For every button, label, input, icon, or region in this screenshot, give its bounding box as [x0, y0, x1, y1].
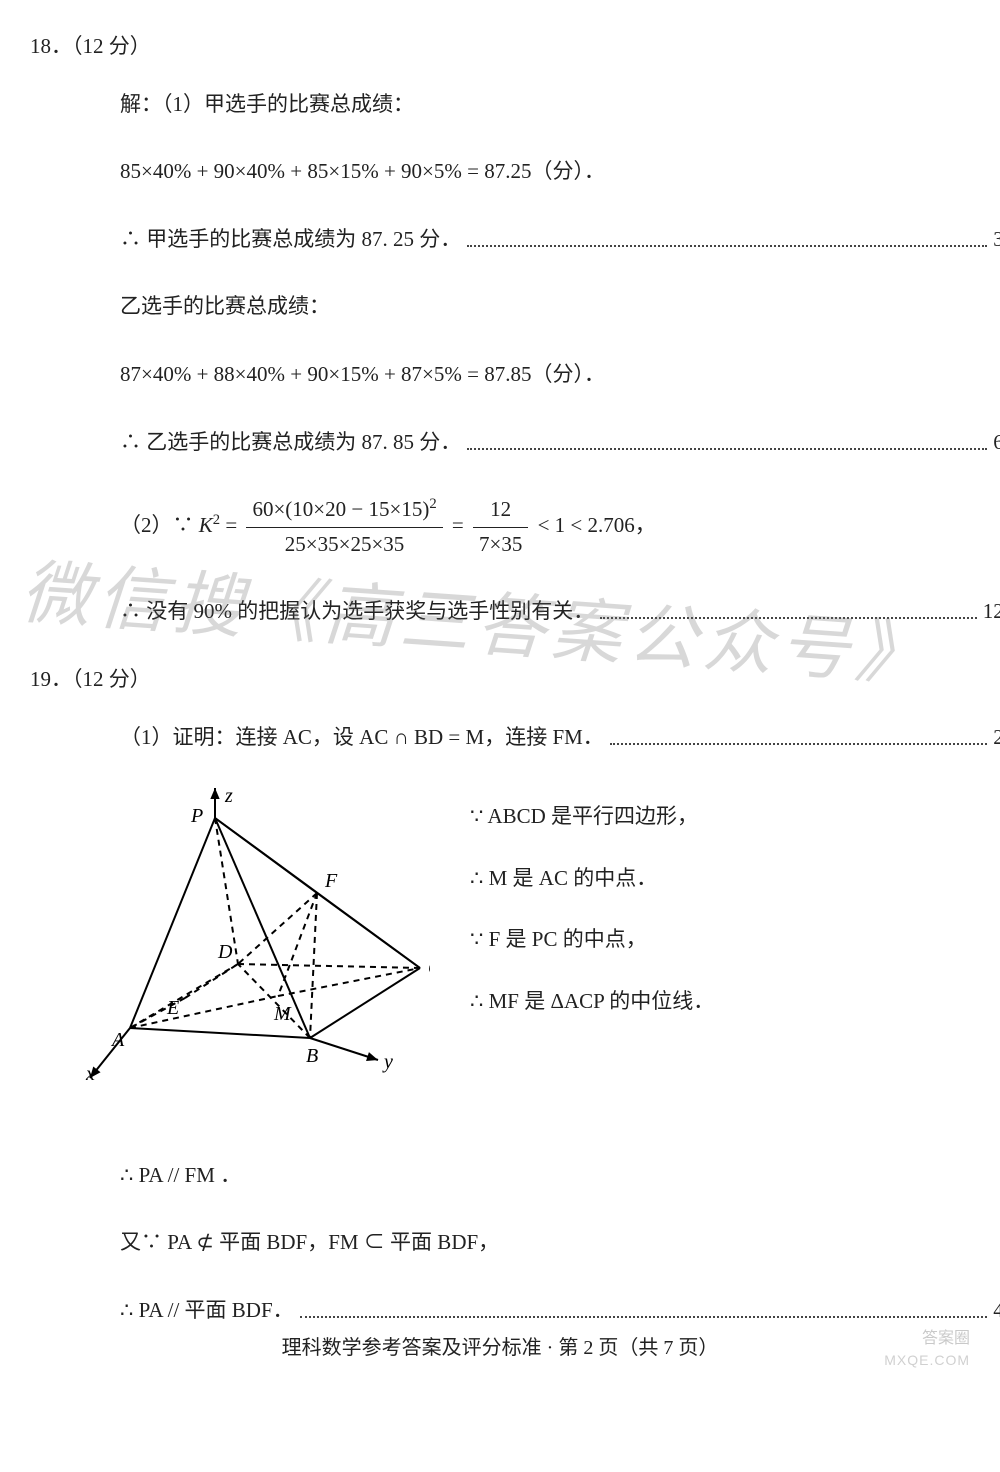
- q18-l3: ∴ 甲选手的比赛总成绩为 87. 25 分． 3 分: [120, 223, 1000, 257]
- q18-l4: 乙选手的比赛总成绩：: [120, 290, 940, 324]
- q19-header: 19．（12 分）: [30, 663, 940, 697]
- svg-text:M: M: [273, 1003, 292, 1025]
- q19-right-column: ∵ ABCD 是平行四边形， ∴ M 是 AC 的中点． ∵ F 是 PC 的中…: [470, 788, 940, 1046]
- q18-l6-text: ∴ 乙选手的比赛总成绩为 87. 85 分．: [120, 426, 461, 460]
- q18-header: 18．（12 分）: [30, 30, 940, 64]
- q19-l1: （1）证明：连接 AC，设 AC ∩ BD = M，连接 FM． 2 分: [120, 721, 1000, 755]
- q19-r4: ∴ MF 是 ΔACP 的中位线．: [470, 985, 940, 1019]
- leader-dots: [467, 232, 987, 247]
- q18-tail: < 1 < 2.706，: [538, 513, 656, 537]
- svg-text:F: F: [324, 870, 338, 892]
- leader-dots: [300, 1303, 988, 1318]
- q18-frac2-den: 7×35: [473, 528, 528, 562]
- q19-r2: ∴ M 是 AC 的中点．: [470, 862, 940, 896]
- q18-l3-text: ∴ 甲选手的比赛总成绩为 87. 25 分．: [120, 223, 461, 257]
- q18-l6-points: 6 分: [993, 426, 1000, 460]
- q19-figure: P A B C D E F Mz x y: [70, 788, 430, 1099]
- svg-text:A: A: [110, 1029, 125, 1051]
- q19-l4: ∴ PA // 平面 BDF． 4 分: [120, 1294, 1000, 1328]
- leader-dots: [467, 435, 987, 450]
- q18-frac2: 12 7×35: [473, 493, 528, 561]
- q18-frac2-num: 12: [473, 493, 528, 528]
- svg-text:P: P: [190, 805, 203, 827]
- q18-frac1-num-txt: 60×(10×20 − 15×15): [252, 497, 429, 521]
- q19-r3: ∵ F 是 PC 的中点，: [470, 923, 940, 957]
- q18-l7-pre: （2）∵: [120, 513, 199, 537]
- q19-l2: ∴ PA // FM ．: [120, 1159, 940, 1193]
- svg-text:B: B: [306, 1045, 318, 1067]
- q19-l4-points: 4 分: [993, 1294, 1000, 1328]
- q19-l1-text: （1）证明：连接 AC，设 AC ∩ BD = M，连接 FM．: [120, 721, 604, 755]
- q18-frac1-num: 60×(10×20 − 15×15)2: [246, 493, 442, 528]
- q18-l8-text: ∴ 没有 90% 的把握认为选手获奖与选手性别有关．: [120, 595, 594, 629]
- q19-r1: ∵ ABCD 是平行四边形，: [470, 800, 940, 834]
- q18-frac1-num-sup: 2: [429, 496, 436, 512]
- leader-dots: [600, 605, 977, 620]
- q19-figure-row: P A B C D E F Mz x y ∵ ABCD 是平行四边形， ∴ M 是 AC 的中点．…: [70, 788, 940, 1099]
- q18-l8: ∴ 没有 90% 的把握认为选手获奖与选手性别有关． 12 分: [120, 595, 1000, 629]
- q18-eq: =: [225, 513, 242, 537]
- q18-l6: ∴ 乙选手的比赛总成绩为 87. 85 分． 6 分: [120, 426, 1000, 460]
- svg-text:y: y: [382, 1051, 393, 1073]
- geometry-diagram: P A B C D E F Mz x y: [70, 788, 430, 1088]
- q18-l5: 87×40% + 88×40% + 90×15% + 87×5% = 87.85…: [120, 358, 940, 392]
- q18-l8-points: 12 分: [983, 595, 1000, 629]
- spacer: [30, 1099, 940, 1159]
- svg-text:x: x: [85, 1063, 95, 1085]
- q18-k2-var: K: [199, 513, 213, 537]
- leader-dots: [610, 730, 987, 745]
- q18-k2-sup: 2: [213, 512, 220, 528]
- page: 18．（12 分） 解：（1）甲选手的比赛总成绩： 85×40% + 90×40…: [0, 0, 1000, 1392]
- q19-l1-points: 2 分: [993, 721, 1000, 755]
- q19-l3: 又∵ PA ⊄ 平面 BDF，FM ⊂ 平面 BDF，: [120, 1226, 940, 1260]
- q18-l1: 解：（1）甲选手的比赛总成绩：: [120, 88, 940, 122]
- q18-l7: （2）∵ K2 = 60×(10×20 − 15×15)2 25×35×25×3…: [120, 493, 940, 561]
- q18-frac1: 60×(10×20 − 15×15)2 25×35×25×35: [246, 493, 442, 561]
- q18-l3-points: 3 分: [993, 223, 1000, 257]
- svg-text:E: E: [166, 997, 179, 1019]
- q18-frac1-den: 25×35×25×35: [246, 528, 442, 562]
- page-footer: 理科数学参考答案及评分标准 · 第 2 页（共 7 页）: [0, 1332, 1000, 1364]
- svg-text:C: C: [428, 957, 430, 979]
- q18-l2: 85×40% + 90×40% + 85×15% + 90×5% = 87.25…: [120, 155, 940, 189]
- svg-text:z: z: [224, 788, 233, 807]
- svg-text:D: D: [217, 941, 233, 963]
- q18-mid: =: [452, 513, 469, 537]
- q19-l4-text: ∴ PA // 平面 BDF．: [120, 1294, 294, 1328]
